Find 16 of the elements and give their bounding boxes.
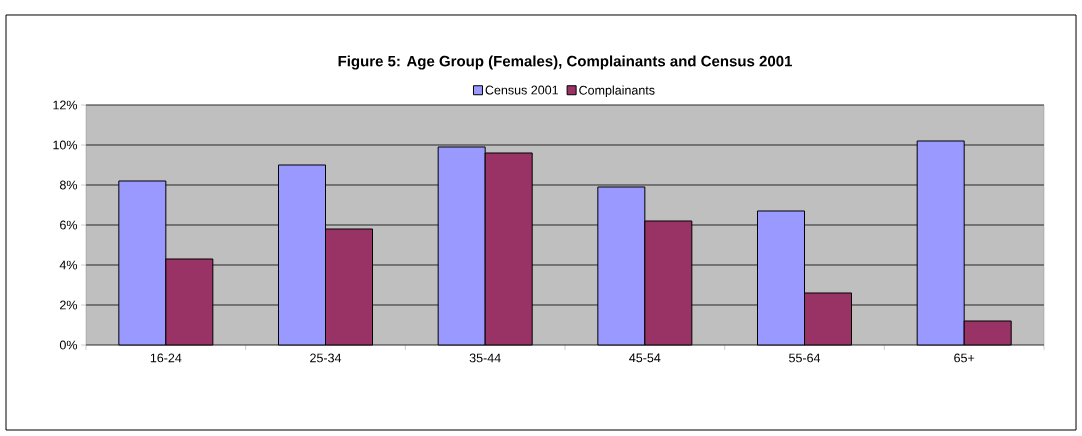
- legend-label: Census 2001: [485, 85, 558, 95]
- x-tick-label: 55-64: [789, 353, 821, 363]
- x-tick-label: 65+: [954, 353, 975, 363]
- x-tick-label: 16-24: [150, 353, 182, 363]
- x-tick-label: 35-44: [469, 353, 501, 363]
- x-tick-label: 25-34: [310, 353, 342, 363]
- chart-title: Figure 5: Age Group (Females), Complainants and Census 2001: [338, 55, 792, 70]
- legend-label: Complainants: [579, 85, 655, 98]
- y-tick-label: 0%: [59, 340, 78, 350]
- y-tick-label: 6%: [60, 220, 78, 230]
- y-tick-label: 8%: [59, 180, 78, 190]
- x-tick-label: 45-54: [629, 353, 661, 363]
- y-tick-label: 10%: [53, 140, 78, 150]
- y-tick-label: 2%: [60, 300, 78, 310]
- y-tick-label: 4%: [59, 260, 78, 270]
- y-tick-label: 12%: [53, 100, 78, 110]
